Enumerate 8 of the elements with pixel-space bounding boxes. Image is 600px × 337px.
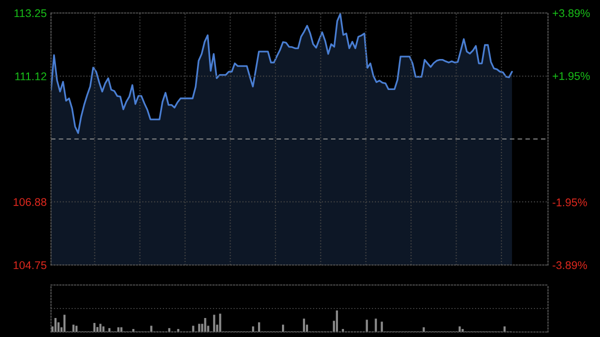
y-tick-label: 113.25 <box>14 9 46 18</box>
y-tick-label: 111.12 <box>15 72 46 80</box>
y2-tick-label: -3.89% <box>552 261 587 270</box>
y2-tick-label: -1.95% <box>552 198 587 206</box>
y2-tick-label: +1.95% <box>552 72 590 80</box>
y2-tick-label: +3.89% <box>552 9 590 18</box>
y-tick-label: 104.75 <box>14 261 46 270</box>
y-tick-label: 106.88 <box>14 198 46 206</box>
